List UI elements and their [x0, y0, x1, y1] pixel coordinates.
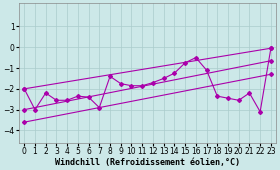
- X-axis label: Windchill (Refroidissement éolien,°C): Windchill (Refroidissement éolien,°C): [55, 158, 240, 167]
